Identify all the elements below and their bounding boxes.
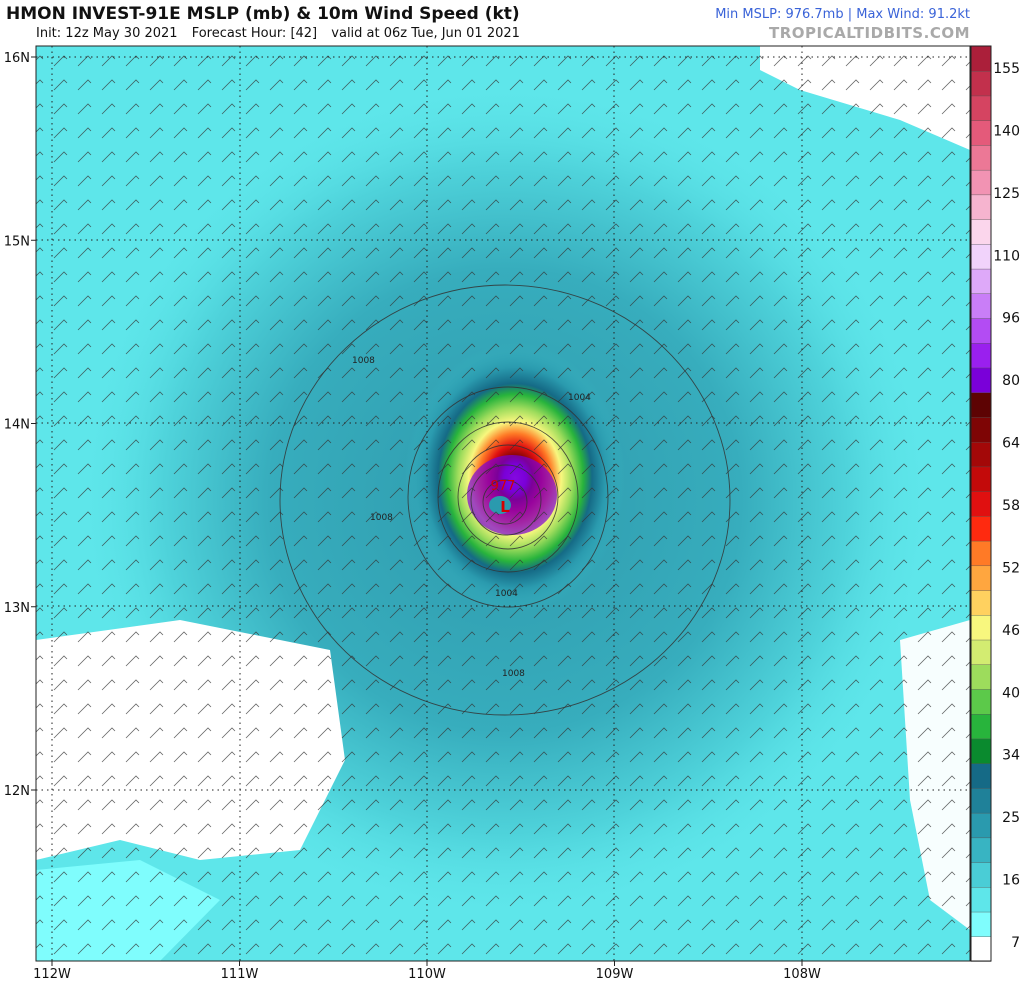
chart-title: HMON INVEST-91E MSLP (mb) & 10m Wind Spe…: [6, 4, 520, 24]
valid-time: valid at 06z Tue, Jun 01 2021: [331, 26, 520, 41]
colorbar-segment: [970, 639, 992, 665]
longitude-labels: 112W 111W 110W 109W 108W: [33, 961, 821, 982]
colorbar-segment: [970, 515, 992, 542]
colorbar-segment: [970, 713, 992, 740]
colorbar-segment: [970, 490, 992, 517]
run-info: Init: 12z May 30 2021 Forecast Hour: [42…: [36, 26, 530, 41]
colorbar-tick-label: 80: [1002, 373, 1020, 389]
longitude-label: 109W: [596, 967, 634, 982]
latitude-label: 15N: [4, 234, 30, 249]
latitude-label: 13N: [4, 601, 30, 616]
colorbar-tick-label: 110: [993, 248, 1020, 264]
latitude-label: 16N: [4, 51, 30, 66]
colorbar-tick-label: 155: [993, 61, 1020, 77]
colorbar-segment: [970, 144, 992, 171]
colorbar-tick-label: 34: [1002, 748, 1020, 764]
colorbar-segment: [970, 738, 992, 764]
colorbar-segment: [970, 911, 992, 937]
colorbar-segment: [970, 861, 992, 888]
latitude-label: 12N: [4, 784, 30, 799]
colorbar-segment: [970, 218, 992, 245]
colorbar-segment: [970, 787, 992, 814]
latitude-label: 14N: [4, 418, 30, 433]
longitude-label: 111W: [221, 967, 259, 982]
colorbar-tick-label: 52: [1002, 560, 1020, 576]
colorbar-segment: [970, 342, 992, 369]
colorbar-segment: [970, 466, 992, 492]
colorbar-tick-label: 40: [1002, 685, 1020, 701]
colorbar-segment: [970, 589, 992, 616]
colorbar-segment: [970, 416, 992, 443]
colorbar-tick-label: 46: [1002, 623, 1020, 639]
colorbar-segment: [970, 688, 992, 715]
colorbar-tick-label: 64: [1002, 436, 1020, 452]
isobar-label: 1004: [495, 589, 518, 599]
isobar-label: 1008: [502, 669, 525, 679]
colorbar-tick-label: 7: [1011, 935, 1020, 951]
colorbar-segment: [970, 664, 992, 690]
colorbar-labels: 155 140 125 110 96 80 64 58 52 46 40 34 25 16 7: [993, 61, 1020, 951]
isobar-label: 1008: [370, 513, 393, 523]
colorbar-segment: [970, 441, 992, 468]
colorbar-segment: [970, 317, 992, 344]
brand-watermark: TROPICALTIDBITS.COM: [769, 24, 970, 42]
colorbar-segment: [970, 45, 992, 72]
colorbar-segment: [970, 614, 992, 641]
colorbar-segment: [970, 194, 992, 220]
init-time: Init: 12z May 30 2021: [36, 26, 178, 41]
colorbar: [970, 45, 992, 962]
map-field: [36, 46, 970, 961]
colorbar-tick-label: 16: [1002, 873, 1020, 889]
longitude-label: 110W: [408, 967, 446, 982]
isobars: [279, 284, 731, 716]
colorbar-frame: [970, 45, 992, 962]
colorbar-segment: [970, 293, 992, 319]
storm-stats: Min MSLP: 976.7mb | Max Wind: 91.2kt: [715, 7, 970, 22]
colorbar-tick-label: 25: [1002, 810, 1020, 826]
colorbar-tick-label: 96: [1002, 311, 1020, 327]
colorbar-segment: [970, 119, 992, 146]
latitude-labels: 16N 15N 14N 13N 12N: [4, 51, 36, 799]
colorbar-segment: [970, 169, 992, 196]
forecast-hour: Forecast Hour: [42]: [191, 26, 318, 41]
colorbar-segment: [970, 268, 992, 294]
colorbar-segment: [970, 886, 992, 913]
longitude-label: 108W: [783, 967, 821, 982]
isobar-label: 1004: [568, 393, 591, 403]
colorbar-segment: [970, 392, 992, 418]
longitude-label: 112W: [33, 967, 71, 982]
colorbar-segment: [970, 367, 992, 393]
colorbar-segment: [970, 565, 992, 591]
colorbar-segment: [970, 812, 992, 839]
plot-frame: [35, 45, 971, 962]
colorbar-segment: [970, 243, 992, 270]
isobar-label: 1008: [352, 356, 375, 366]
low-pressure-symbol: L: [500, 498, 510, 516]
colorbar-segment: [970, 95, 992, 121]
wind-barbs: [36, 46, 970, 961]
center-pressure-label: 977: [491, 479, 516, 494]
colorbar-tick-label: 125: [993, 186, 1020, 202]
colorbar-segment: [970, 70, 992, 97]
colorbar-tick-label: 58: [1002, 498, 1020, 514]
colorbar-segment: [970, 762, 992, 789]
colorbar-segment: [970, 540, 992, 567]
colorbar-segment: [970, 936, 992, 962]
graticule: [36, 46, 970, 961]
colorbar-segment: [970, 837, 992, 863]
colorbar-tick-label: 140: [993, 123, 1020, 139]
